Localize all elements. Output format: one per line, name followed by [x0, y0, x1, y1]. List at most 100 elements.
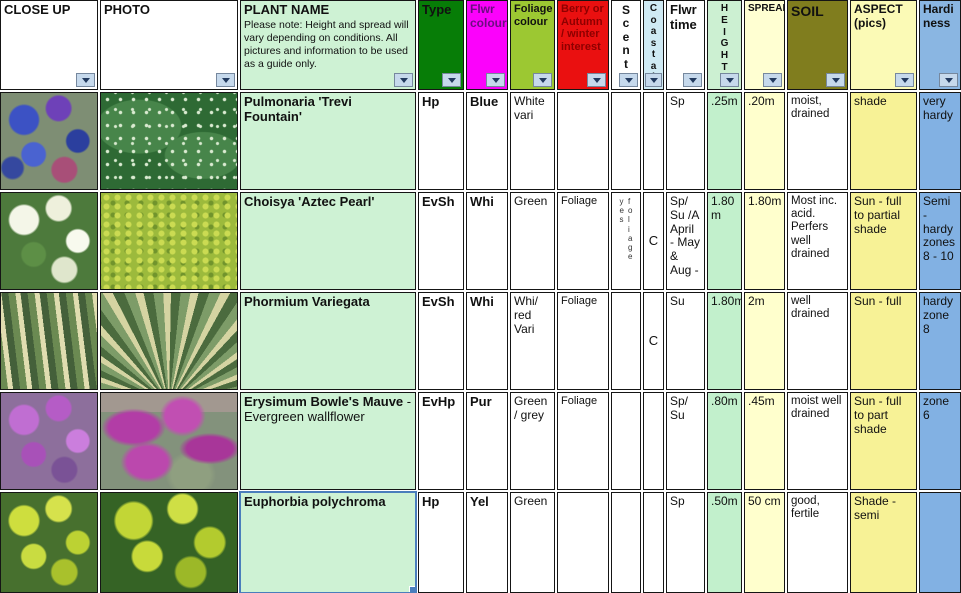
cell-coastal[interactable]: [643, 92, 664, 190]
header-foliage-colour[interactable]: Foliage colour: [510, 0, 555, 90]
cell-flwr-colour[interactable]: Pur: [466, 392, 508, 490]
cell-photo[interactable]: [100, 292, 238, 390]
cell-close-up[interactable]: [0, 92, 98, 190]
cell-close-up[interactable]: [0, 192, 98, 290]
cell-height[interactable]: .25m: [707, 92, 742, 190]
cell-height[interactable]: 1.80m: [707, 292, 742, 390]
cell-soil[interactable]: well drained: [787, 292, 848, 390]
header-close-up[interactable]: CLOSE UP: [0, 0, 98, 90]
cell-foliage-colour[interactable]: White vari: [510, 92, 555, 190]
cell-type[interactable]: Hp: [418, 92, 464, 190]
cell-spread[interactable]: 50 cm: [744, 492, 785, 593]
header-photo[interactable]: PHOTO: [100, 0, 238, 90]
cell-height[interactable]: .50m: [707, 492, 742, 593]
filter-dropdown-flwr-time[interactable]: [683, 73, 702, 87]
filter-dropdown-hardiness[interactable]: [939, 73, 958, 87]
cell-scent[interactable]: [611, 292, 641, 390]
cell-flwr-time[interactable]: Sp/ Su: [666, 392, 705, 490]
cell-flwr-time[interactable]: Sp: [666, 492, 705, 593]
cell-plant-name[interactable]: Phormium Variegata: [240, 292, 416, 390]
cell-flwr-time[interactable]: Sp/ Su /A April - May & Aug -: [666, 192, 705, 290]
cell-coastal[interactable]: [643, 392, 664, 490]
header-aspect[interactable]: ASPECT (pics): [850, 0, 917, 90]
filter-dropdown-coastal[interactable]: [645, 73, 662, 87]
cell-flwr-colour[interactable]: Whi: [466, 292, 508, 390]
cell-aspect[interactable]: Sun - full to part shade: [850, 392, 917, 490]
cell-berry[interactable]: Foliage: [557, 292, 609, 390]
header-plant-name[interactable]: PLANT NAME Please note: Height and sprea…: [240, 0, 416, 90]
cell-spread[interactable]: 2m: [744, 292, 785, 390]
header-scent[interactable]: S c e n t: [611, 0, 641, 90]
filter-dropdown-plant-name[interactable]: [394, 73, 413, 87]
filter-dropdown-type[interactable]: [442, 73, 461, 87]
cell-type[interactable]: EvSh: [418, 292, 464, 390]
cell-plant-name-selected[interactable]: Euphorbia polychroma: [239, 491, 417, 593]
cell-flwr-time[interactable]: Sp: [666, 92, 705, 190]
cell-soil[interactable]: moist, drained: [787, 92, 848, 190]
cell-soil[interactable]: good, fertile: [787, 492, 848, 593]
filter-dropdown-close-up[interactable]: [76, 73, 95, 87]
cell-hardiness[interactable]: very hardy: [919, 92, 961, 190]
filter-dropdown-flwr-colour[interactable]: [486, 73, 505, 87]
header-hardiness[interactable]: Hardiness: [919, 0, 961, 90]
header-flwr-time[interactable]: Flwr time: [666, 0, 705, 90]
header-height[interactable]: H E I G H T: [707, 0, 742, 90]
cell-photo[interactable]: [100, 92, 238, 190]
cell-height[interactable]: .80m: [707, 392, 742, 490]
cell-type[interactable]: EvSh: [418, 192, 464, 290]
cell-coastal[interactable]: C: [643, 292, 664, 390]
filter-dropdown-spread[interactable]: [763, 73, 782, 87]
cell-photo[interactable]: [100, 492, 238, 593]
cell-aspect[interactable]: Shade - semi: [850, 492, 917, 593]
cell-coastal[interactable]: C: [643, 192, 664, 290]
cell-hardiness[interactable]: [919, 492, 961, 593]
header-flwr-colour[interactable]: Flwr colour: [466, 0, 508, 90]
filter-dropdown-foliage-colour[interactable]: [533, 73, 552, 87]
cell-scent[interactable]: [611, 392, 641, 490]
cell-hardiness[interactable]: Semi - hardy zones 8 - 10: [919, 192, 961, 290]
cell-spread[interactable]: .45m: [744, 392, 785, 490]
cell-close-up[interactable]: [0, 392, 98, 490]
cell-flwr-colour[interactable]: Whi: [466, 192, 508, 290]
cell-coastal[interactable]: [643, 492, 664, 593]
cell-berry[interactable]: [557, 92, 609, 190]
cell-spread[interactable]: .20m: [744, 92, 785, 190]
filter-dropdown-aspect[interactable]: [895, 73, 914, 87]
cell-foliage-colour[interactable]: Green: [510, 192, 555, 290]
cell-plant-name[interactable]: Pulmonaria 'Trevi Fountain': [240, 92, 416, 190]
header-berry-interest[interactable]: Berry or Autumn / winter interest: [557, 0, 609, 90]
cell-aspect[interactable]: Sun - full: [850, 292, 917, 390]
cell-scent[interactable]: y e s f o l i a g e: [611, 192, 641, 290]
header-spread[interactable]: SPREAD: [744, 0, 785, 90]
cell-foliage-colour[interactable]: Whi/ red Vari: [510, 292, 555, 390]
cell-photo[interactable]: [100, 192, 238, 290]
cell-berry[interactable]: [557, 492, 609, 593]
cell-plant-name[interactable]: Erysimum Bowle's Mauve - Evergreen wallf…: [240, 392, 416, 490]
filter-dropdown-berry[interactable]: [587, 73, 606, 87]
cell-photo[interactable]: [100, 392, 238, 490]
cell-close-up[interactable]: [0, 492, 98, 593]
cell-hardiness[interactable]: zone 6: [919, 392, 961, 490]
cell-type[interactable]: Hp: [418, 492, 464, 593]
header-type[interactable]: Type: [418, 0, 464, 90]
cell-soil[interactable]: moist well drained: [787, 392, 848, 490]
cell-height[interactable]: 1.80 m: [707, 192, 742, 290]
cell-plant-name[interactable]: Choisya 'Aztec Pearl': [240, 192, 416, 290]
cell-berry[interactable]: Foliage: [557, 392, 609, 490]
cell-berry[interactable]: Foliage: [557, 192, 609, 290]
cell-soil[interactable]: Most inc. acid. Perfers well drained: [787, 192, 848, 290]
cell-aspect[interactable]: shade: [850, 92, 917, 190]
cell-scent[interactable]: [611, 92, 641, 190]
filter-dropdown-scent[interactable]: [619, 73, 638, 87]
filter-dropdown-soil[interactable]: [826, 73, 845, 87]
header-coastal[interactable]: C o a s t a l: [643, 0, 664, 90]
filter-dropdown-photo[interactable]: [216, 73, 235, 87]
cell-spread[interactable]: 1.80m: [744, 192, 785, 290]
cell-foliage-colour[interactable]: Green / grey: [510, 392, 555, 490]
cell-aspect[interactable]: Sun - full to partial shade: [850, 192, 917, 290]
filter-dropdown-height[interactable]: [720, 73, 739, 87]
cell-foliage-colour[interactable]: Green: [510, 492, 555, 593]
cell-close-up[interactable]: [0, 292, 98, 390]
cell-flwr-colour[interactable]: Blue: [466, 92, 508, 190]
cell-type[interactable]: EvHp: [418, 392, 464, 490]
